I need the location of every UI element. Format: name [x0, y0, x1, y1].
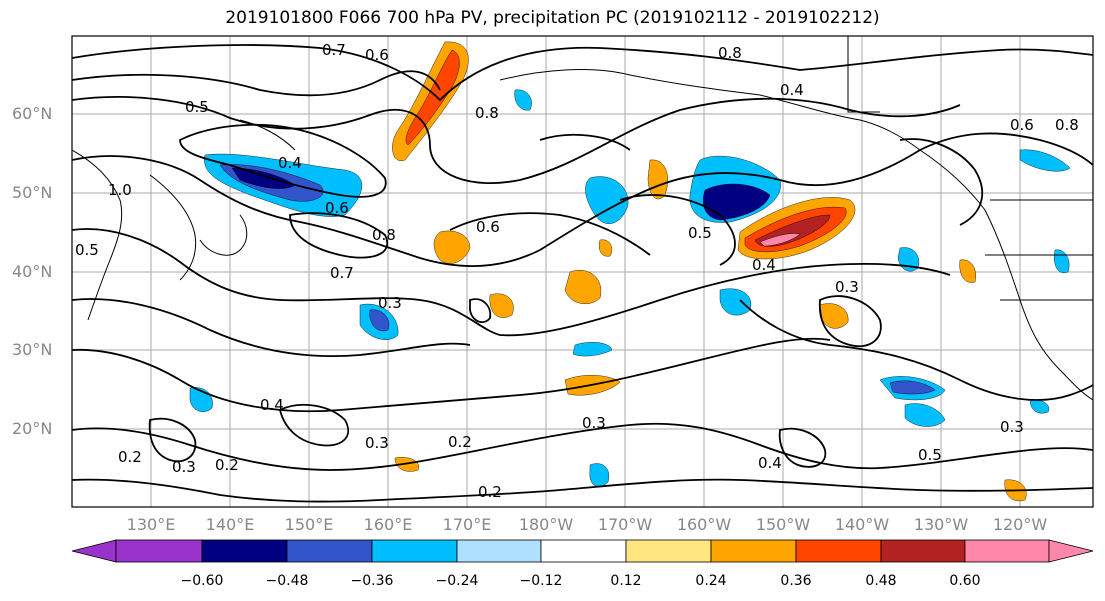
map-title: 2019101800 F066 700 hPa PV, precipitatio…	[225, 8, 880, 28]
contour-label: 0.4	[278, 154, 302, 172]
contour-label: 0.5	[185, 98, 209, 116]
colorbar-swatch	[115, 539, 203, 563]
contour-label: 0.3	[582, 414, 606, 432]
colorbar-label: −0.48	[265, 573, 309, 589]
coastlines	[72, 36, 1093, 401]
contour-label: 0.6	[365, 46, 389, 64]
contour-label: 0.8	[1055, 116, 1079, 134]
contour-label: 0.8	[372, 226, 396, 244]
colorbar-label: 0.12	[610, 573, 642, 589]
colorbar-swatch	[795, 539, 882, 563]
colorbar-swatch	[1048, 539, 1094, 563]
colorbar-label: −0.24	[435, 573, 479, 589]
contour-label: 1.0	[108, 181, 132, 199]
lon-label: 130°E	[126, 515, 176, 534]
contour-label: 0.2	[118, 448, 142, 466]
colorbar-label: 0.36	[780, 573, 812, 589]
contour-label: 0.4	[752, 256, 776, 274]
colorbar-swatch	[880, 539, 966, 563]
lat-label: 40°N	[12, 262, 53, 281]
lon-label: 120°W	[992, 515, 1048, 534]
lon-label: 160°W	[676, 515, 732, 534]
precip-shading	[189, 41, 1071, 502]
lon-label: 150°W	[755, 515, 811, 534]
colorbar-label: 0.24	[695, 573, 727, 589]
colorbar-label: −0.36	[350, 573, 394, 589]
lat-label: 30°N	[12, 340, 53, 359]
contour-label: 0.4	[758, 454, 782, 472]
lon-label: 150°E	[284, 515, 334, 534]
contour-label: 0.4	[260, 396, 284, 414]
colorbar-swatch	[710, 539, 797, 563]
contour-label: 0.8	[718, 44, 742, 62]
lon-label: 140°E	[205, 515, 255, 534]
colorbar-swatch	[625, 539, 712, 563]
lon-label: 180°W	[518, 515, 574, 534]
lon-label: 170°W	[597, 515, 653, 534]
colorbar	[71, 539, 1094, 563]
colorbar-swatch	[286, 539, 373, 563]
contour-label: 0.5	[918, 446, 942, 464]
contour-label: 0.3	[835, 278, 859, 296]
colorbar-label: 0.60	[949, 573, 981, 589]
contour-label: 0.3	[172, 458, 196, 476]
colorbar-swatch	[71, 539, 117, 563]
lat-label: 60°N	[12, 104, 53, 123]
contour-label: 0.6	[1010, 116, 1034, 134]
colorbar-label: −0.60	[180, 573, 224, 589]
lon-label: 130°W	[913, 515, 969, 534]
lon-label: 160°E	[363, 515, 413, 534]
contour-label: 0.6	[325, 199, 349, 217]
contour-label: 0.3	[1000, 418, 1024, 436]
pv-contours	[72, 44, 1093, 503]
contour-label: 0.8	[475, 104, 499, 122]
contour-label: 0.6	[476, 218, 500, 236]
contour-label: 0.7	[330, 264, 354, 282]
contour-label: 0.7	[322, 41, 346, 59]
contour-label: 0.4	[780, 81, 804, 99]
colorbar-label: −0.12	[519, 573, 563, 589]
colorbar-swatch	[456, 539, 542, 563]
lat-label: 50°N	[12, 183, 53, 202]
lon-label: 140°W	[834, 515, 890, 534]
contour-label: 0.3	[378, 294, 402, 312]
map-frame	[71, 35, 1094, 508]
lat-label: 20°N	[12, 419, 53, 438]
contour-label: 0.2	[448, 433, 472, 451]
contour-label: 0.2	[478, 483, 502, 501]
lon-label: 170°E	[442, 515, 492, 534]
contour-labels: 0.7 0.6 0.8 0.5 0.4 0.6 0.8 1.0 0.4 0.6 …	[75, 41, 1079, 501]
contour-label: 0.2	[215, 456, 239, 474]
colorbar-swatch	[540, 539, 627, 563]
contour-label: 0.5	[75, 241, 99, 259]
colorbar-swatch	[371, 539, 458, 563]
colorbar-swatch	[964, 539, 1050, 563]
contour-label: 0.5	[688, 224, 712, 242]
colorbar-swatch	[201, 539, 288, 563]
contour-label: 0.3	[365, 434, 389, 452]
colorbar-label: 0.48	[865, 573, 897, 589]
